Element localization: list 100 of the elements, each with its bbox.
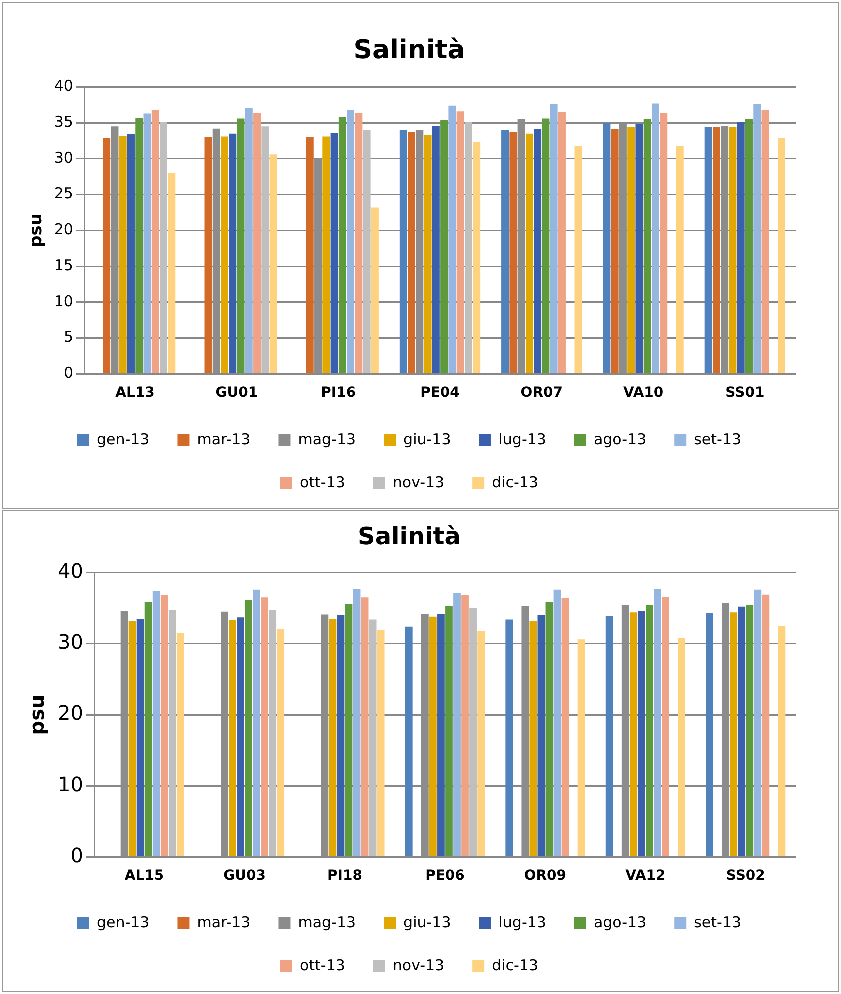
legend-label: dic-13 bbox=[492, 473, 539, 492]
y-tick-label: 35 bbox=[54, 112, 74, 131]
bar bbox=[526, 134, 534, 374]
bar bbox=[277, 628, 285, 856]
bar bbox=[128, 621, 136, 856]
bar bbox=[628, 127, 636, 374]
bar bbox=[562, 598, 570, 856]
bar bbox=[778, 138, 786, 374]
bar bbox=[611, 130, 619, 374]
bar bbox=[322, 136, 330, 374]
bar bbox=[676, 146, 684, 374]
bar bbox=[456, 112, 464, 374]
bar bbox=[603, 123, 611, 374]
bar bbox=[464, 122, 472, 374]
bar bbox=[438, 614, 445, 856]
bar bbox=[424, 135, 432, 374]
bar bbox=[638, 611, 646, 856]
bar bbox=[377, 630, 385, 856]
bar bbox=[654, 589, 662, 856]
bar bbox=[353, 589, 361, 856]
bar bbox=[538, 615, 546, 856]
bar bbox=[470, 608, 477, 856]
bar bbox=[660, 113, 668, 374]
bar bbox=[160, 596, 168, 856]
bar bbox=[330, 133, 338, 374]
bar bbox=[704, 127, 712, 374]
bar bbox=[361, 598, 369, 856]
bar bbox=[329, 619, 337, 856]
bar bbox=[712, 127, 720, 374]
bar bbox=[578, 640, 586, 856]
bar bbox=[337, 615, 345, 856]
bar bbox=[306, 137, 314, 374]
x-tick-label: AL13 bbox=[116, 385, 155, 402]
bar bbox=[762, 110, 770, 374]
y-tick-label: 10 bbox=[58, 772, 84, 796]
legend-label: ago-13 bbox=[594, 913, 647, 932]
bar bbox=[440, 120, 448, 374]
bar bbox=[662, 596, 670, 856]
y-axis-title: psu bbox=[25, 694, 50, 736]
bar bbox=[160, 122, 168, 374]
bar bbox=[448, 106, 456, 374]
bar bbox=[652, 104, 660, 374]
bar bbox=[338, 117, 346, 374]
y-tick-label: 15 bbox=[54, 256, 74, 274]
bar bbox=[119, 136, 127, 374]
bar bbox=[229, 620, 236, 856]
bar bbox=[606, 616, 614, 856]
bar bbox=[558, 112, 566, 374]
legend-label: ott-13 bbox=[300, 473, 346, 492]
bar bbox=[176, 633, 184, 856]
x-tick-label: PE04 bbox=[420, 385, 460, 402]
bar bbox=[261, 598, 269, 856]
bar bbox=[746, 606, 754, 856]
bar bbox=[430, 616, 437, 856]
chart-title: Salinità bbox=[354, 35, 466, 66]
bar bbox=[454, 593, 461, 856]
bar bbox=[204, 137, 212, 374]
bar bbox=[144, 602, 152, 856]
bar bbox=[345, 604, 353, 856]
legend-label: lug-13 bbox=[498, 430, 546, 448]
bar bbox=[644, 119, 652, 374]
bar bbox=[502, 130, 510, 374]
legend-label: set-13 bbox=[694, 913, 742, 932]
bar bbox=[136, 619, 144, 856]
x-tick-label: AL15 bbox=[124, 868, 164, 884]
bar bbox=[630, 612, 638, 856]
bar bbox=[506, 620, 514, 856]
legend-label: ago-13 bbox=[594, 430, 647, 448]
bar bbox=[678, 638, 686, 856]
legend-label: lug-13 bbox=[498, 913, 546, 932]
bar bbox=[347, 110, 355, 374]
bar bbox=[221, 136, 228, 374]
x-tick-label: SS01 bbox=[726, 385, 765, 402]
legend-label: dic-13 bbox=[492, 956, 539, 974]
bar bbox=[128, 134, 135, 374]
legend-label: mar-13 bbox=[197, 430, 251, 448]
bar bbox=[473, 142, 481, 374]
y-tick-label: 20 bbox=[58, 701, 84, 726]
bar bbox=[253, 590, 260, 856]
x-tick-label: VA10 bbox=[623, 385, 664, 402]
bar bbox=[746, 119, 753, 374]
bar bbox=[550, 104, 558, 374]
bar bbox=[144, 114, 152, 374]
bar bbox=[574, 146, 582, 374]
bar bbox=[400, 130, 408, 374]
bar bbox=[530, 621, 538, 856]
bar bbox=[754, 590, 762, 856]
x-tick-label: PE06 bbox=[426, 868, 465, 884]
bar bbox=[546, 602, 554, 856]
bar bbox=[729, 127, 737, 374]
legend-label: set-13 bbox=[694, 430, 742, 448]
bar bbox=[554, 590, 562, 856]
bar bbox=[510, 132, 518, 374]
chart-title: Salinità bbox=[358, 522, 461, 551]
legend-label: gen-13 bbox=[96, 913, 150, 932]
bar bbox=[542, 118, 550, 374]
bar bbox=[737, 122, 745, 374]
bar bbox=[534, 130, 542, 374]
bar bbox=[237, 618, 244, 856]
legend-label: nov-13 bbox=[392, 956, 445, 974]
